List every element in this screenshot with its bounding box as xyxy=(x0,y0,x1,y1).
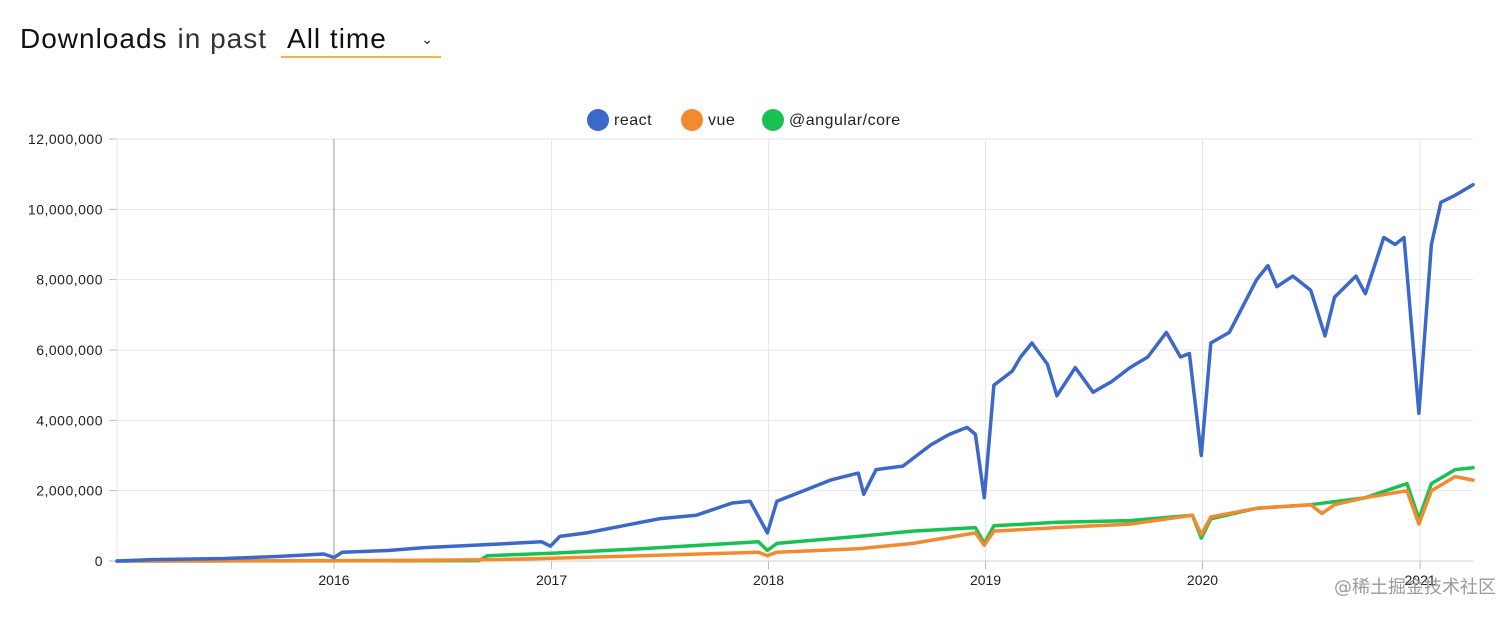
chevron-down-icon: ⌄ xyxy=(421,30,434,47)
series-line-react xyxy=(115,182,1475,563)
x-tick-label: 2021 xyxy=(1405,572,1436,588)
y-tick-label: 10,000,000 xyxy=(28,201,103,217)
y-tick-label: 6,000,000 xyxy=(36,342,103,358)
y-tick-label: 12,000,000 xyxy=(28,131,103,147)
time-range-value: All time xyxy=(287,23,387,54)
x-tick-label: 2020 xyxy=(1187,572,1218,588)
x-tick-label: 2018 xyxy=(753,572,784,588)
legend-marker-vue xyxy=(681,109,703,131)
x-tick-label: 2017 xyxy=(536,572,567,588)
downloads-subtitle: in past xyxy=(177,23,268,54)
legend-label-vue: vue xyxy=(708,112,735,129)
y-tick-label: 2,000,000 xyxy=(36,483,103,499)
y-tick-label: 4,000,000 xyxy=(36,412,103,428)
x-tick-label: 2019 xyxy=(970,572,1001,588)
downloads-header: Downloads in past All time ⌄ xyxy=(20,22,442,58)
legend-marker-react xyxy=(587,109,609,131)
x-tick-label: 2016 xyxy=(318,572,349,588)
time-range-select[interactable]: All time ⌄ xyxy=(281,22,442,58)
watermark: @稀土掘金技术社区 xyxy=(1334,577,1496,598)
y-tick-label: 0 xyxy=(95,553,103,569)
legend-label-react: react xyxy=(614,112,652,129)
legend-marker-angular xyxy=(762,109,784,131)
series-line-angular xyxy=(115,466,1475,563)
legend-label-angular: @angular/core xyxy=(789,112,901,129)
series-line-vue xyxy=(115,474,1475,563)
y-tick-label: 8,000,000 xyxy=(36,272,103,288)
downloads-title: Downloads xyxy=(20,23,168,54)
